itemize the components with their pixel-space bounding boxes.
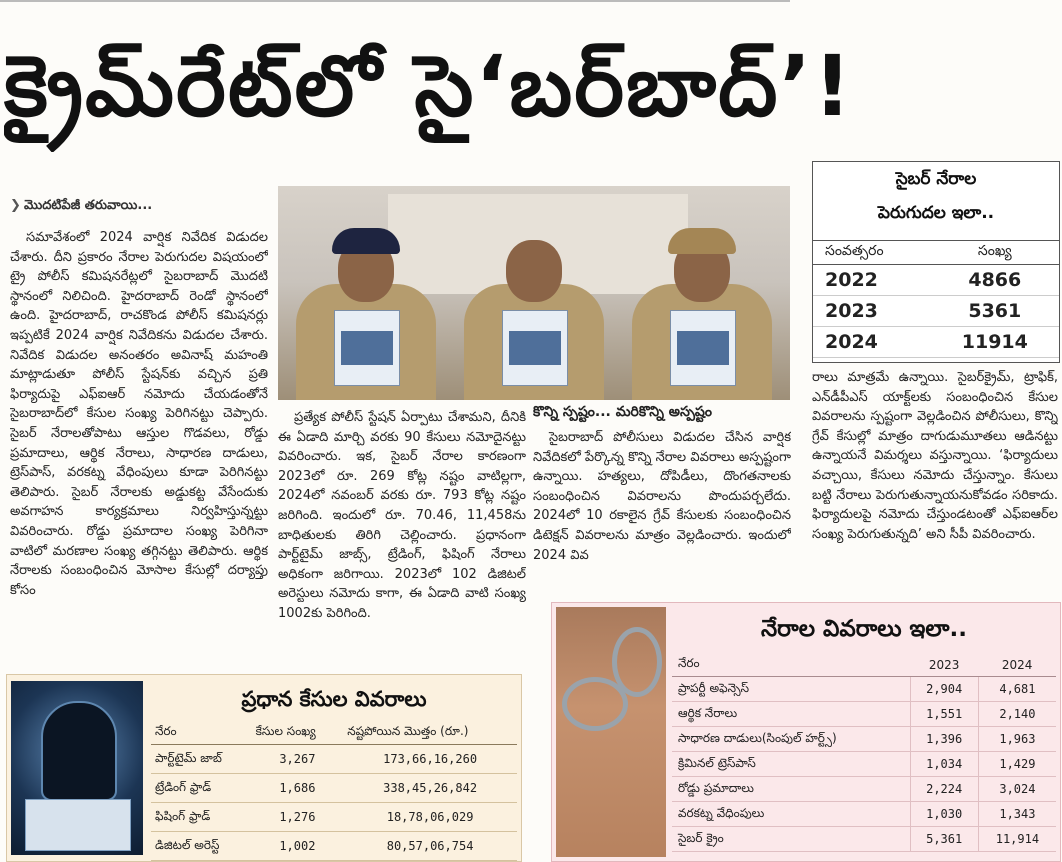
- officer-figure: [622, 200, 782, 400]
- column-header: కేసుల సంఖ్య: [251, 721, 344, 745]
- cyber-growth-table: సంవత్సరం సంఖ్య 2022 4866 2023 5361 2024 …: [813, 240, 1059, 358]
- year-2024-cell: 1,343: [977, 801, 1056, 827]
- table-row: 2024 11914: [813, 326, 1059, 358]
- cyber-growth-box: సైబర్ నేరాల పెరుగుదల ఇలా.. సంవత్సరం సంఖ్…: [812, 161, 1060, 363]
- main-cases-box: ప్రధాన కేసుల వివరాలు నేరం కేసుల సంఖ్య నష…: [6, 674, 522, 862]
- main-cases-table: నేరం కేసుల సంఖ్య నష్టపోయిన మొత్తం (రూ.) …: [151, 721, 517, 861]
- year-2023-cell: 1,030: [909, 801, 979, 827]
- crime-cell: క్రిమినల్ ట్రెస్‌పాస్: [672, 751, 911, 777]
- table-row: 2022 4866: [813, 264, 1059, 296]
- table-row: ప్రాపర్టీ అఫెన్సెస్ 2,904 4,681: [672, 676, 1056, 702]
- box-title: నేరాల వివరాలు ఇలా..: [761, 616, 967, 642]
- year-cell: 2023: [813, 295, 931, 327]
- table-row: పార్ట్‌టైమ్ జాబ్ 3,267 173,66,16,260: [151, 744, 517, 774]
- table-header-row: సంవత్సరం సంఖ్య: [813, 240, 1059, 265]
- year-2023-cell: 5,361: [909, 826, 979, 852]
- officer-figure: [286, 200, 446, 400]
- chevron-right-icon: ❯: [10, 198, 21, 213]
- table-row: ఆర్థిక నేరాలు 1,551 2,140: [672, 701, 1056, 727]
- column-header: సంవత్సరం: [813, 240, 931, 265]
- year-2023-cell: 2,904: [909, 676, 979, 702]
- crime-cell: ఫిషింగ్ ఫ్రాడ్: [151, 802, 252, 832]
- count-cell: 11914: [930, 326, 1059, 358]
- article-paragraph: ప్రత్యేక పోలీస్ స్టేషన్ ఏర్పాటు చేశామని,…: [278, 410, 526, 621]
- article-column-4: రాలు మాత్రమే ఉన్నాయి. సైబర్‌క్రైమ్, ట్రా…: [812, 368, 1058, 592]
- year-2024-cell: 11,914: [977, 826, 1056, 852]
- table-row: క్రిమినల్ ట్రెస్‌పాస్ 1,034 1,429: [672, 751, 1056, 777]
- crime-cell: ఆర్థిక నేరాలు: [672, 701, 911, 727]
- crime-cell: ప్రాపర్టీ అఫెన్సెస్: [672, 676, 911, 702]
- section-subhead: కొన్ని స్పష్టం... మరికొన్ని అస్పష్టం: [533, 404, 712, 420]
- press-meet-photo: [278, 186, 790, 400]
- table-row: ఫిషింగ్ ఫ్రాడ్ 1,276 18,78,06,029: [151, 802, 517, 832]
- table-header-row: నేరం కేసుల సంఖ్య నష్టపోయిన మొత్తం (రూ.): [151, 721, 517, 745]
- handcuffs-photo: [556, 607, 666, 857]
- article-column-3: సైబరాబాద్ పోలీసులు విడుదల చేసిన వార్షిక …: [533, 428, 791, 592]
- count-cell: 4866: [930, 264, 1059, 296]
- year-2024-cell: 2,140: [977, 701, 1056, 727]
- column-header: 2023: [910, 653, 979, 677]
- crime-cell: ట్రేడింగ్ ఫ్రాడ్: [151, 773, 252, 803]
- year-cell: 2024: [813, 326, 931, 358]
- crime-details-box: నేరాల వివరాలు ఇలా.. నేరం 2023 2024 ప్రాప…: [551, 602, 1061, 862]
- table-row: వరకట్న వేధింపులు 1,030 1,343: [672, 801, 1056, 827]
- column-header: నేరం: [672, 653, 911, 677]
- column-header: 2024: [978, 653, 1056, 677]
- column-header: నేరం: [151, 721, 252, 745]
- year-2024-cell: 3,024: [977, 776, 1056, 802]
- table-row: ట్రేడింగ్ ఫ్రాడ్ 1,686 338,45,26,842: [151, 773, 517, 803]
- cases-cell: 1,686: [251, 773, 344, 803]
- table-row: రోడ్డు ప్రమాదాలు 2,224 3,024: [672, 776, 1056, 802]
- continuation-marker: ❯ మొదటిపేజీ తరువాయి...: [10, 198, 270, 218]
- officer-figure: [454, 200, 614, 400]
- table-row: సాధారణ దాడులు(సింపుల్ హర్ట్స్) 1,396 1,9…: [672, 726, 1056, 752]
- column-header: సంఖ్య: [930, 240, 1059, 265]
- year-2024-cell: 1,429: [977, 751, 1056, 777]
- crime-cell: వరకట్న వేధింపులు: [672, 801, 911, 827]
- amount-cell: 18,78,06,029: [343, 802, 517, 832]
- column-header: నష్టపోయిన మొత్తం (రూ.): [343, 721, 517, 745]
- table-header-row: నేరం 2023 2024: [672, 653, 1056, 677]
- article-column-2: ప్రత్యేక పోలీస్ స్టేషన్ ఏర్పాటు చేశామని,…: [278, 408, 526, 660]
- cases-cell: 1,276: [251, 802, 344, 832]
- crime-cell: సాధారణ దాడులు(సింపుల్ హర్ట్స్): [672, 726, 911, 752]
- table-row: సైబర్ క్రైం 5,361 11,914: [672, 826, 1056, 852]
- headline: క్రైమ్‌రేట్‌లో సై‘బర్‌బాద్‌’!: [4, 37, 854, 135]
- year-2024-cell: 1,963: [977, 726, 1056, 752]
- count-cell: 5361: [930, 295, 1059, 327]
- amount-cell: 80,57,06,754: [343, 831, 517, 861]
- amount-cell: 173,66,16,260: [343, 744, 517, 774]
- article-paragraph: రాలు మాత్రమే ఉన్నాయి. సైబర్‌క్రైమ్, ట్రా…: [812, 370, 1058, 542]
- year-2023-cell: 1,551: [909, 701, 979, 727]
- cases-cell: 1,002: [251, 831, 344, 861]
- crime-cell: డిజిటల్ అరెస్ట్: [151, 831, 252, 861]
- article-paragraph: సమావేశంలో 2024 వార్షిక నివేదిక విడుదల చే…: [10, 230, 268, 598]
- box-title: ప్రధాన కేసుల వివరాలు: [241, 687, 427, 711]
- top-rule: [0, 0, 790, 2]
- table-row: డిజిటల్ అరెస్ట్ 1,002 80,57,06,754: [151, 831, 517, 861]
- box-title: సైబర్ నేరాల: [895, 169, 977, 189]
- crime-cell: సైబర్ క్రైం: [672, 826, 911, 852]
- year-2023-cell: 2,224: [909, 776, 979, 802]
- year-2024-cell: 4,681: [977, 676, 1056, 702]
- continuation-text: మొదటిపేజీ తరువాయి...: [24, 198, 153, 213]
- crime-details-table: నేరం 2023 2024 ప్రాపర్టీ అఫెన్సెస్ 2,904…: [672, 653, 1056, 852]
- article-column-1: సమావేశంలో 2024 వార్షిక నివేదిక విడుదల చే…: [10, 228, 268, 658]
- cases-cell: 3,267: [251, 744, 344, 774]
- article-paragraph: సైబరాబాద్ పోలీసులు విడుదల చేసిన వార్షిక …: [533, 430, 791, 563]
- hacker-illustration: [11, 681, 143, 855]
- year-2023-cell: 1,034: [909, 751, 979, 777]
- crime-cell: రోడ్డు ప్రమాదాలు: [672, 776, 911, 802]
- table-row: 2023 5361: [813, 295, 1059, 327]
- box-subtitle: పెరుగుదల ఇలా..: [877, 203, 995, 223]
- crime-cell: పార్ట్‌టైమ్ జాబ్: [151, 744, 252, 774]
- year-2023-cell: 1,396: [909, 726, 979, 752]
- amount-cell: 338,45,26,842: [343, 773, 517, 803]
- year-cell: 2022: [813, 264, 931, 296]
